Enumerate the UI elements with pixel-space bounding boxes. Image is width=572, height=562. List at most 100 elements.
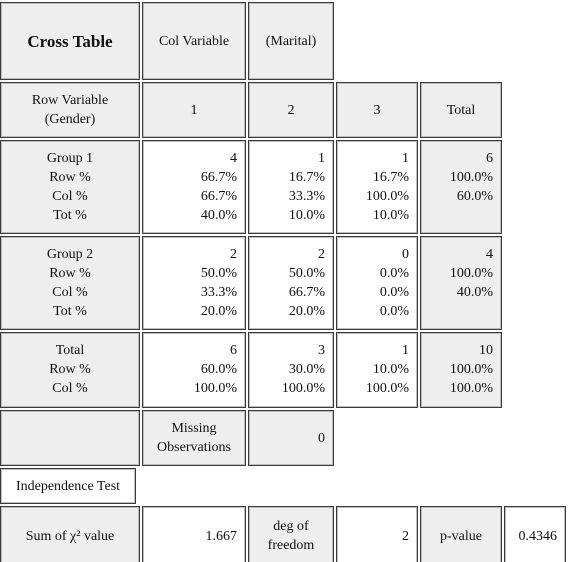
column-header: 3 xyxy=(336,82,418,138)
cell-text: 33.3% xyxy=(288,189,325,204)
cell-text: 50.0% xyxy=(288,266,325,281)
cell-text: Cross Table xyxy=(27,31,113,51)
cell-text: 33.3% xyxy=(200,285,237,300)
cell-text: deg of xyxy=(273,519,309,534)
chi-square-label: Sum of χ² value xyxy=(0,506,140,562)
data-cell: 4 66.7% 66.7% 40.0% xyxy=(142,140,246,234)
cell-text: Tot % xyxy=(53,304,87,319)
cell-text: 0.4346 xyxy=(518,528,558,544)
cell-text: 40.0% xyxy=(200,208,237,223)
p-label: p-value xyxy=(420,506,502,562)
data-cell: 6 60.0% 100.0% xyxy=(142,332,246,408)
column-header: 2 xyxy=(248,82,334,138)
cell-text: Tot % xyxy=(53,208,87,223)
cell-text: Row Variable xyxy=(31,93,109,108)
p-value: 0.4346 xyxy=(504,506,566,562)
cell-text: 30.0% xyxy=(288,362,325,377)
cell-text: p-value xyxy=(440,528,482,544)
df-value: 2 xyxy=(336,506,418,562)
cell-text: 16.7% xyxy=(288,170,325,185)
cell-text: 100.0% xyxy=(449,381,493,396)
cell-text: 4 xyxy=(486,247,493,262)
cell-text: 0.0% xyxy=(379,266,409,281)
total-cell: 6 100.0% 60.0% xyxy=(420,140,502,234)
cell-text: 50.0% xyxy=(200,266,237,281)
cell-text: 1.667 xyxy=(205,528,238,544)
cell-text: (Gender) xyxy=(44,112,96,127)
cell-text: Sum of χ² value xyxy=(25,528,115,544)
cell-text: 1 xyxy=(402,343,409,358)
cell-text: 60.0% xyxy=(456,189,493,204)
section-label: Independence Test xyxy=(0,468,136,504)
cell-text: 1 xyxy=(318,151,325,166)
data-cell: 3 30.0% 100.0% xyxy=(248,332,334,408)
column-header: Total xyxy=(420,82,502,138)
cell-text: 1 xyxy=(402,151,409,166)
col-variable-name: (Marital) xyxy=(248,2,334,80)
cell-text: 1 xyxy=(190,102,198,118)
cell-text: 6 xyxy=(486,151,493,166)
data-cell: 2 50.0% 66.7% 20.0% xyxy=(248,236,334,330)
table-title: Cross Table xyxy=(0,2,140,80)
cell-text: 10.0% xyxy=(372,362,409,377)
cell-text: 0.0% xyxy=(379,304,409,319)
cell-text: 10.0% xyxy=(372,208,409,223)
cell-text: Row % xyxy=(49,266,91,281)
cell-text: Row % xyxy=(49,362,91,377)
row-label: Total Row % Col % xyxy=(0,332,140,408)
chi-square-value: 1.667 xyxy=(142,506,246,562)
cell-text: Observations xyxy=(157,440,231,455)
data-cell: 1 16.7% 100.0% 10.0% xyxy=(336,140,418,234)
cell-text: Col % xyxy=(52,285,88,300)
cell-text: Group 2 xyxy=(46,247,94,262)
total-cell: 4 100.0% 40.0% xyxy=(420,236,502,330)
row-label: Group 1 Row % Col % Tot % xyxy=(0,140,140,234)
cell-text: 20.0% xyxy=(288,304,325,319)
cell-text: Independence Test xyxy=(15,478,121,494)
cell-text: Col % xyxy=(52,189,88,204)
cell-text: Col % xyxy=(52,381,88,396)
empty-cell xyxy=(0,410,140,466)
missing-label: Missing Observations xyxy=(142,410,246,466)
cell-text: 100.0% xyxy=(365,189,409,204)
cell-text: Total xyxy=(55,343,85,358)
cell-text: 100.0% xyxy=(193,381,237,396)
cell-text: 100.0% xyxy=(365,381,409,396)
cell-text: 100.0% xyxy=(449,266,493,281)
cell-text: 16.7% xyxy=(372,170,409,185)
cell-text: freedom xyxy=(267,538,315,553)
cell-text: 10.0% xyxy=(288,208,325,223)
cell-text: 3 xyxy=(373,102,381,118)
cell-text: 100.0% xyxy=(281,381,325,396)
cell-text: Row % xyxy=(49,170,91,185)
cell-text: 0 xyxy=(318,430,325,446)
cell-text: 100.0% xyxy=(449,362,493,377)
data-cell: 0 0.0% 0.0% 0.0% xyxy=(336,236,418,330)
cell-text: Total xyxy=(446,102,476,118)
cell-text: 60.0% xyxy=(200,362,237,377)
cell-text: Group 1 xyxy=(46,151,94,166)
cell-text: 4 xyxy=(230,151,237,166)
cell-text: 66.7% xyxy=(200,189,237,204)
cell-text: 2 xyxy=(318,247,325,262)
cell-text: 10 xyxy=(479,343,493,358)
cell-text: 2 xyxy=(402,528,409,544)
data-cell: 2 50.0% 33.3% 20.0% xyxy=(142,236,246,330)
missing-value: 0 xyxy=(248,410,334,466)
cell-text: 100.0% xyxy=(449,170,493,185)
cell-text: (Marital) xyxy=(265,33,317,49)
total-cell: 10 100.0% 100.0% xyxy=(420,332,502,408)
cell-text: 6 xyxy=(230,343,237,358)
cell-text: 66.7% xyxy=(288,285,325,300)
col-variable: Col Variable xyxy=(142,2,246,80)
data-cell: 1 16.7% 33.3% 10.0% xyxy=(248,140,334,234)
df-label: deg of freedom xyxy=(248,506,334,562)
cell-text: Missing xyxy=(171,421,217,436)
cell-text: 0 xyxy=(402,247,409,262)
cell-text: 3 xyxy=(318,343,325,358)
cell-text: 0.0% xyxy=(379,285,409,300)
cell-text: 66.7% xyxy=(200,170,237,185)
cell-text: 40.0% xyxy=(456,285,493,300)
